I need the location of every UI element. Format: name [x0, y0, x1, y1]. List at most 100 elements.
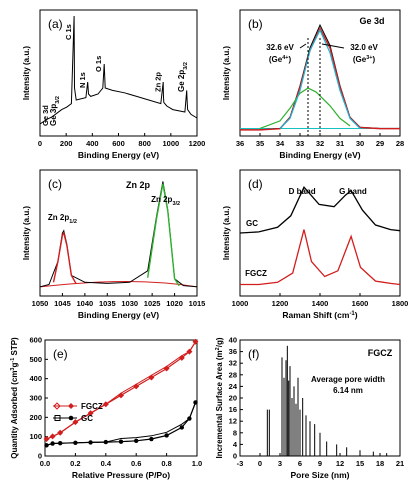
- fgcz-line: [240, 229, 401, 286]
- x-tick-label: 18: [376, 459, 384, 468]
- gc-point: [149, 436, 154, 442]
- fgcz-point: [72, 419, 79, 426]
- x-tick-label: 1035: [99, 299, 116, 308]
- y-tick-label: 300: [29, 394, 42, 403]
- fgcz-adsorption-line: [46, 341, 197, 440]
- x-tick-label: 28: [396, 139, 404, 148]
- x-axis-label: Relative Pressure (P/Po): [72, 470, 170, 480]
- x-tick-label: 1200: [272, 299, 289, 308]
- panel-label: (d): [248, 177, 263, 191]
- x-tick-label: 0: [38, 139, 42, 148]
- gc-point: [50, 441, 55, 446]
- gc-point: [88, 440, 93, 445]
- gc-point: [58, 440, 63, 446]
- x-tick-label: 21: [396, 459, 404, 468]
- y-axis-label: Quantity Adsorbed (cm3g-1 STP): [10, 337, 19, 459]
- fgcz-point: [186, 348, 193, 355]
- fgcz-point: [102, 401, 109, 408]
- ge4-component-line: [259, 87, 351, 129]
- x-tick-label: 1025: [144, 299, 161, 308]
- panel-a: 0 200 400 600 800 1000 1200 Binding Energy (eV)…: [22, 9, 205, 160]
- x-tick-label: 400: [86, 139, 99, 148]
- x-tick-label: 1050: [32, 299, 49, 308]
- x-tick-label: 31: [336, 139, 344, 148]
- legend-fgcz-filled-marker: [68, 403, 74, 409]
- gc-point: [118, 439, 124, 444]
- ge3-energy-label: 32.0 eV: [350, 43, 378, 52]
- gc-desorption-line: [46, 402, 196, 446]
- panel-title: Zn 2p: [126, 180, 151, 190]
- peak-label-ge2p: Ge 2p3/2: [177, 62, 189, 92]
- panel-c: 1050 1045 1040 1035 1030 1025 1020 1015 Binding …: [22, 169, 205, 320]
- x-tick-label: 1.0: [192, 459, 202, 468]
- y-tick-label: 400: [29, 374, 42, 383]
- x-tick-label: 0.8: [161, 459, 171, 468]
- y-tick-label: 32: [229, 359, 237, 368]
- ge4-arrow: [299, 43, 307, 49]
- x-tick-label: -3: [237, 459, 244, 468]
- x-tick-label: 1800: [392, 299, 409, 308]
- x-axis-label: Raman Shift (cm-1): [282, 310, 357, 320]
- x-tick-label: 12: [336, 459, 344, 468]
- panel-b: 36 35 34 33 32 31 30 29 28 Binding Energy (eV) Int…: [222, 9, 404, 160]
- fgcz-point: [148, 374, 155, 381]
- gc-point: [164, 433, 169, 438]
- x-axis-label: Pore Size (nm): [290, 470, 349, 480]
- fgcz-point: [178, 354, 185, 361]
- avg-pore-value: 6.14 nm: [333, 386, 363, 395]
- x-tick-label: 29: [376, 139, 384, 148]
- panel-label: (e): [53, 347, 68, 361]
- x-tick-label: 1045: [54, 299, 71, 308]
- x-tick-label: 0.6: [131, 459, 141, 468]
- fgcz-point: [133, 383, 140, 390]
- y-tick-label: 20: [229, 394, 237, 403]
- x-tick-label: 3: [278, 459, 282, 468]
- fgcz-point: [43, 436, 50, 443]
- y-tick-label: 28: [229, 370, 237, 379]
- spectrum-line: [39, 15, 198, 125]
- ge3-label: (Ge3+): [353, 55, 376, 64]
- plot-frame: [39, 169, 198, 297]
- gc-point: [134, 438, 139, 444]
- x-tick-label: 0.2: [70, 459, 80, 468]
- fgcz-point: [163, 365, 170, 372]
- x-tick-label: 34: [276, 139, 285, 148]
- x-tick-label: 30: [356, 139, 364, 148]
- panel-title: Ge 3d: [359, 16, 384, 26]
- fgcz-point: [118, 392, 124, 399]
- zn2p32-label: Zn 2p3/2: [151, 195, 180, 207]
- peak-label-o1s: O 1s: [94, 56, 103, 72]
- gc-point: [73, 440, 78, 445]
- x-tick-label: 15: [356, 459, 364, 468]
- gc-label: GC: [246, 219, 258, 228]
- panel-label: (c): [48, 177, 62, 191]
- gc-point: [103, 439, 109, 445]
- x-tick-label: 1600: [352, 299, 369, 308]
- x-tick-label: 1030: [121, 299, 138, 308]
- panel-title: FGCZ: [368, 348, 393, 358]
- peak-label-n1s: N 1s: [78, 72, 87, 88]
- x-tick-label: 0.0: [40, 459, 50, 468]
- legend-gc-open-marker: [54, 415, 61, 421]
- x-tick-label: 0.4: [101, 459, 112, 468]
- panel-label: (a): [48, 17, 63, 31]
- panel-label: (f): [248, 347, 259, 361]
- y-tick-label: 24: [229, 382, 238, 391]
- fgcz-point: [57, 429, 64, 436]
- background-line: [39, 281, 198, 288]
- x-axis-label: Binding Energy (eV): [78, 150, 159, 160]
- legend-fgcz-open-marker: [53, 402, 61, 410]
- fgcz-label: FGCZ: [245, 269, 267, 278]
- legend-gc-filled-marker: [68, 415, 74, 421]
- y-tick-label: 200: [29, 413, 42, 422]
- y-tick-label: 8: [233, 428, 237, 437]
- x-tick-label: 800: [138, 139, 151, 148]
- y-tick-label: 500: [29, 355, 42, 364]
- fgcz-point: [87, 410, 94, 417]
- peak-label-ge3d: Ge 3d: [41, 105, 50, 126]
- avg-pore-label: Average pore width: [311, 375, 385, 384]
- ge4-label: (Ge4+): [269, 55, 292, 64]
- peak-label-zn2p: Zn 2p: [153, 72, 162, 92]
